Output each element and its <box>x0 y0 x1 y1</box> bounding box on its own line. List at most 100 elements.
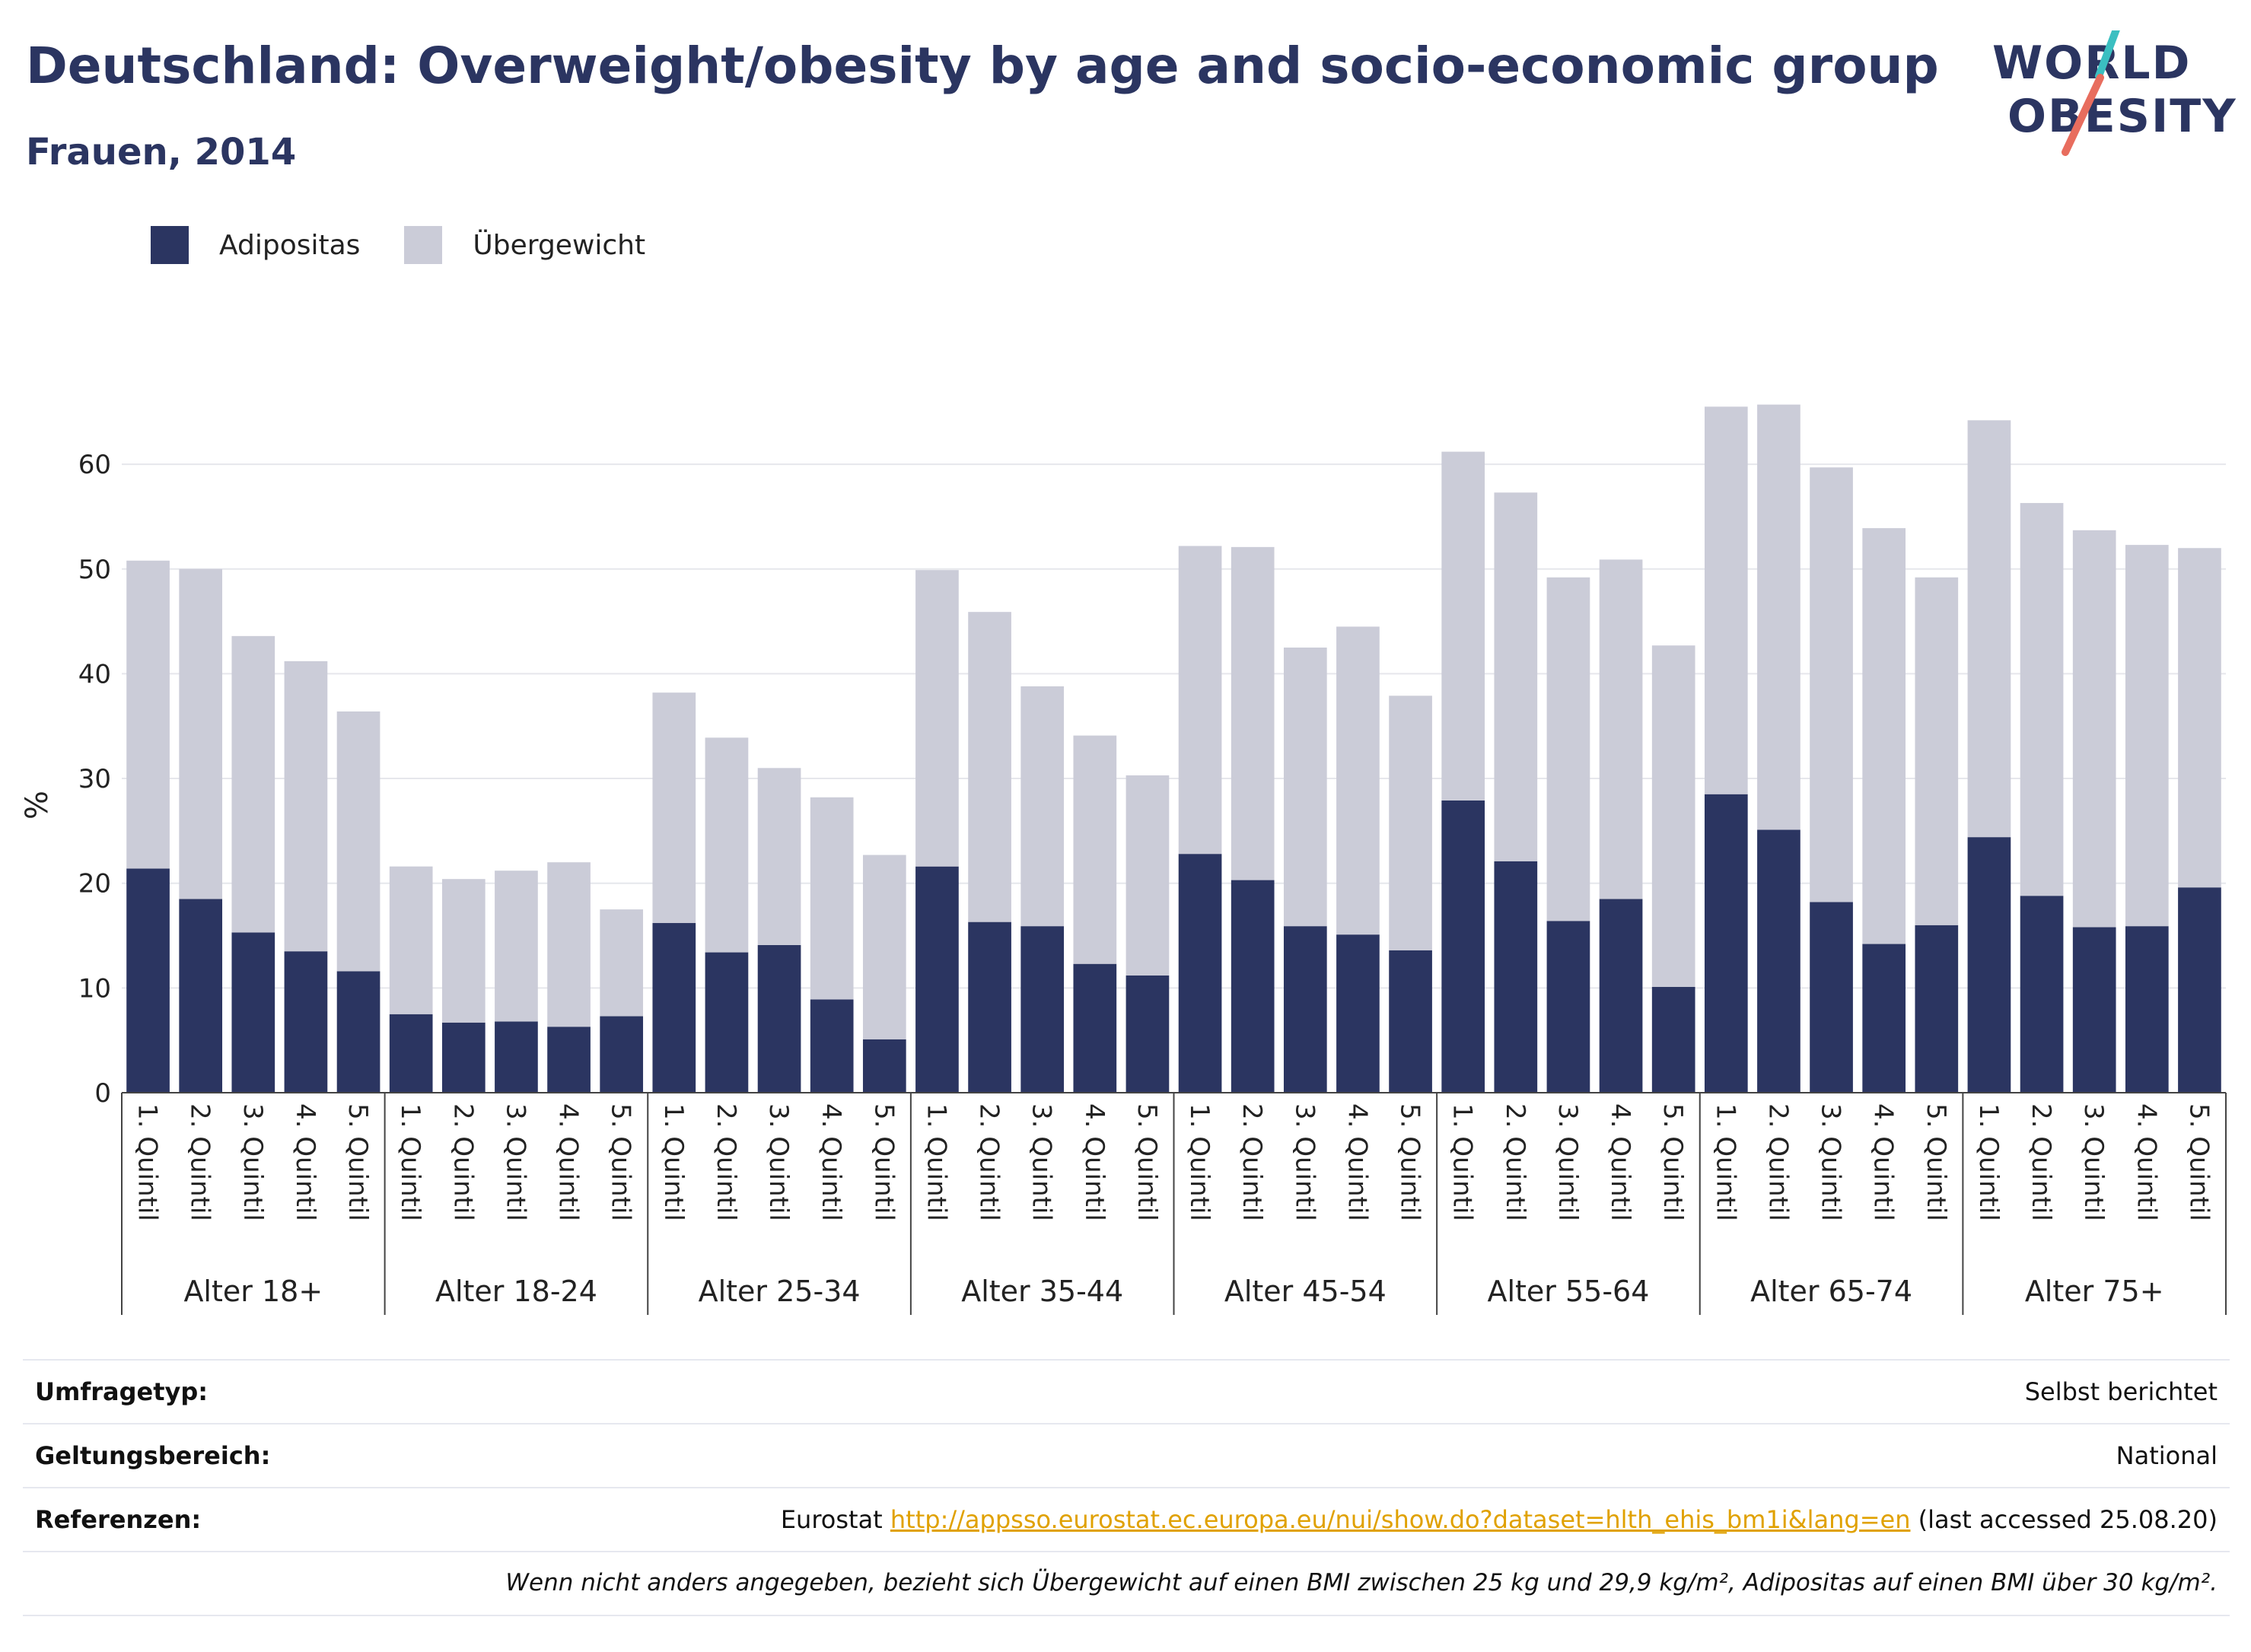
bar-adipositas <box>2125 926 2169 1093</box>
bar-adipositas <box>1336 934 1380 1093</box>
bar-uebergewicht <box>1915 577 1959 925</box>
x-tick-label: 4. Quintil <box>553 1103 584 1221</box>
bar-adipositas <box>2178 887 2221 1093</box>
bar-uebergewicht <box>1757 404 1800 830</box>
footer-key: Geltungsbereich: <box>35 1441 271 1470</box>
bar-adipositas <box>1599 899 1643 1093</box>
bar-uebergewicht <box>547 862 591 1027</box>
bar-adipositas <box>547 1027 591 1093</box>
bar-uebergewicht <box>1126 775 1170 976</box>
bar-uebergewicht <box>495 871 538 1022</box>
bar-uebergewicht <box>2125 545 2169 927</box>
world-obesity-logo: WORLD OBESITY <box>1986 30 2237 160</box>
bar-uebergewicht <box>126 560 170 869</box>
x-tick-label: 2. Quintil <box>711 1103 741 1221</box>
group-label: Alter 65-74 <box>1750 1275 1912 1308</box>
x-tick-label: 3. Quintil <box>2078 1103 2109 1221</box>
x-tick-label: 1. Quintil <box>1447 1103 1478 1221</box>
bar-adipositas <box>1651 986 1695 1093</box>
bar-adipositas <box>1862 944 1906 1093</box>
bar-uebergewicht <box>1599 559 1643 899</box>
bar-uebergewicht <box>1441 451 1485 801</box>
bar-uebergewicht <box>179 568 223 899</box>
x-tick-label: 5. Quintil <box>1395 1103 1425 1221</box>
legend-swatch-adipositas <box>151 226 189 264</box>
bar-uebergewicht <box>1336 626 1380 935</box>
legend-item-uebergewicht[interactable]: Übergewicht <box>404 226 645 264</box>
bar-uebergewicht <box>1967 420 2011 838</box>
x-tick-label: 3. Quintil <box>237 1103 268 1221</box>
bar-uebergewicht <box>1651 645 1695 987</box>
bar-adipositas <box>915 866 959 1093</box>
y-tick-label: 10 <box>78 973 111 1004</box>
bar-adipositas <box>652 923 696 1093</box>
x-tick-label: 1. Quintil <box>1184 1103 1215 1221</box>
bar-adipositas <box>1283 926 1327 1093</box>
y-tick-label: 60 <box>78 450 111 480</box>
footer-value: Selbst berichtet <box>2024 1377 2218 1406</box>
bar-uebergewicht <box>441 879 486 1023</box>
x-tick-label: 5. Quintil <box>1921 1103 1951 1221</box>
x-tick-label: 2. Quintil <box>447 1103 478 1221</box>
bar-adipositas <box>1178 854 1222 1093</box>
legend-item-adipositas[interactable]: Adipositas <box>151 226 360 264</box>
bar-adipositas <box>2072 927 2116 1093</box>
bar-adipositas <box>862 1039 906 1093</box>
bar-uebergewicht <box>600 909 644 1017</box>
bar-adipositas <box>389 1014 433 1093</box>
x-tick-label: 1. Quintil <box>921 1103 951 1221</box>
x-tick-label: 4. Quintil <box>2131 1103 2161 1221</box>
bar-uebergewicht <box>705 737 749 953</box>
bar-uebergewicht <box>1810 467 1853 902</box>
footer-key: Umfragetyp: <box>35 1377 209 1406</box>
bar-uebergewicht <box>1073 735 1117 964</box>
x-tick-label: 5. Quintil <box>342 1103 373 1221</box>
bar-uebergewicht <box>862 855 906 1039</box>
x-tick-label: 2. Quintil <box>2026 1103 2056 1221</box>
bar-uebergewicht <box>915 570 959 867</box>
y-tick-label: 50 <box>78 555 111 585</box>
bar-adipositas <box>1389 950 1432 1093</box>
x-tick-label: 3. Quintil <box>1816 1103 1846 1221</box>
bar-uebergewicht <box>1231 546 1275 880</box>
x-tick-label: 5. Quintil <box>868 1103 899 1221</box>
reference-link[interactable]: http://appsso.eurostat.ec.europa.eu/nui/… <box>890 1505 1911 1534</box>
x-tick-label: 5. Quintil <box>1657 1103 1688 1221</box>
footer-row-survey-type: Umfragetyp: Selbst berichtet <box>23 1359 2230 1423</box>
bar-adipositas <box>968 921 1011 1093</box>
bar-uebergewicht <box>2072 530 2116 928</box>
group-label: Alter 55-64 <box>1487 1275 1649 1308</box>
x-tick-label: 2. Quintil <box>1762 1103 1793 1221</box>
bar-adipositas <box>1494 861 1538 1093</box>
x-tick-label: 1. Quintil <box>1973 1103 2004 1221</box>
footer-row-note: Wenn nicht anders angegeben, bezieht sic… <box>23 1551 2230 1616</box>
bar-adipositas <box>1126 975 1170 1093</box>
chart-legend: Adipositas Übergewicht <box>151 222 689 268</box>
bar-adipositas <box>810 999 854 1093</box>
bar-adipositas <box>126 868 170 1093</box>
logo-slash-icon <box>2062 30 2120 156</box>
bar-adipositas <box>1810 902 1853 1093</box>
reference-prefix: Eurostat <box>780 1505 890 1534</box>
group-label: Alter 35-44 <box>961 1275 1123 1308</box>
bar-adipositas <box>231 932 275 1093</box>
bar-adipositas <box>179 899 223 1093</box>
legend-label-adipositas: Adipositas <box>219 229 361 261</box>
x-tick-label: 5. Quintil <box>606 1103 636 1221</box>
bar-adipositas <box>600 1016 644 1093</box>
x-tick-label: 1. Quintil <box>395 1103 425 1221</box>
footer-value: Eurostat http://appsso.eurostat.ec.europ… <box>781 1505 2218 1534</box>
bar-adipositas <box>336 971 380 1093</box>
footer-row-scope: Geltungsbereich: National <box>23 1423 2230 1487</box>
legend-label-uebergewicht: Übergewicht <box>473 229 646 261</box>
bar-uebergewicht <box>1283 648 1327 927</box>
bar-adipositas <box>705 952 749 1093</box>
bar-adipositas <box>1073 963 1117 1093</box>
x-tick-label: 2. Quintil <box>974 1103 1005 1221</box>
bar-adipositas <box>1704 794 1748 1093</box>
x-tick-label: 4. Quintil <box>1868 1103 1899 1221</box>
group-label: Alter 18+ <box>183 1275 323 1308</box>
chart-subtitle: Frauen, 2014 <box>26 131 297 173</box>
x-tick-label: 3. Quintil <box>763 1103 794 1221</box>
chart-title: Deutschland: Overweight/obesity by age a… <box>26 37 1939 95</box>
